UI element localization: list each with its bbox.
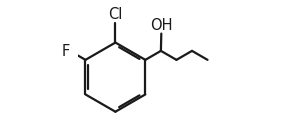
Text: F: F [61,44,69,59]
Text: Cl: Cl [108,7,123,22]
Text: OH: OH [150,18,173,32]
